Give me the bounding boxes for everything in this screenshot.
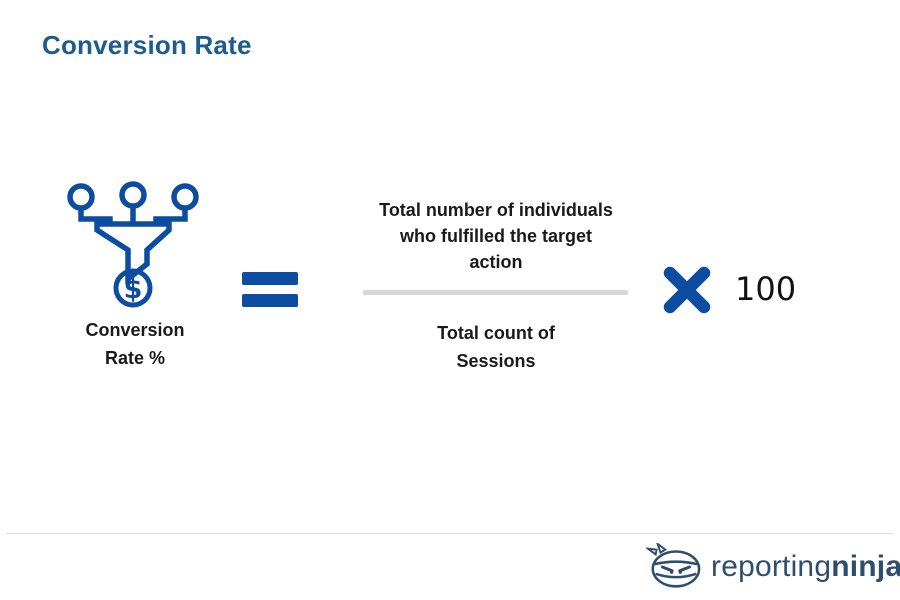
conversion-funnel-icon: $ — [67, 181, 199, 308]
denominator-line1: Total count of — [437, 323, 555, 343]
footer-divider-line — [6, 533, 894, 534]
denominator-line2: Sessions — [456, 351, 536, 371]
equals-top-bar — [242, 272, 298, 285]
page-title: Conversion Rate — [42, 30, 252, 60]
brand-name: reportingninja — [711, 550, 900, 584]
fraction-numerator: Total number of individuals who fulfille… — [346, 197, 646, 275]
fraction-divider-line — [363, 290, 628, 295]
brand-name-regular: reporting — [711, 550, 832, 583]
multiplier-value: 100 — [735, 270, 797, 308]
lhs-label-line1: Conversion — [85, 320, 185, 340]
brand-logo: reportingninja — [646, 543, 900, 591]
lhs-label-line2: Rate % — [104, 348, 166, 368]
dollar-icon: $ — [124, 274, 143, 305]
equals-bottom-bar — [242, 294, 298, 307]
multiply-x-icon — [663, 266, 711, 314]
equals-sign-icon — [242, 272, 298, 307]
numerator-line1: Total number of individuals — [379, 200, 613, 220]
ninja-face-icon — [646, 543, 701, 588]
numerator-line3: action — [469, 252, 523, 272]
numerator-line2: who fulfilled the target — [400, 226, 592, 246]
brand-name-bold: ninja — [831, 550, 900, 583]
lhs-label: Conversion Rate % — [40, 316, 230, 372]
fraction-denominator: Total count of Sessions — [346, 319, 646, 375]
